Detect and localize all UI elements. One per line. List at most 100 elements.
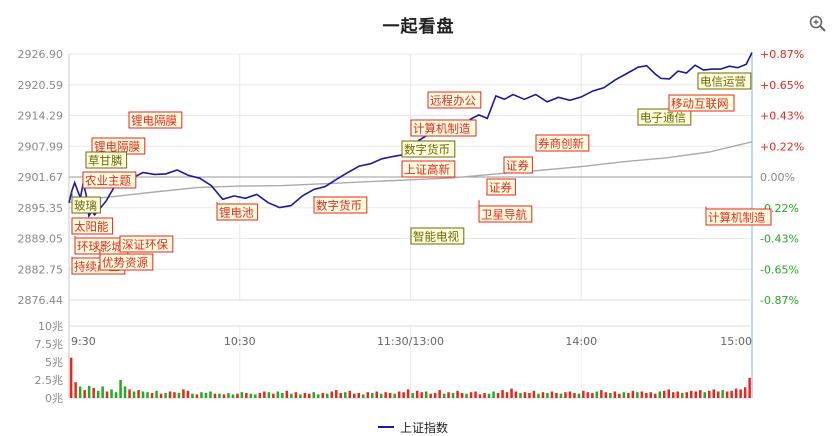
zoom-icon[interactable] xyxy=(808,14,828,34)
volume-bar xyxy=(114,392,118,398)
annotation-box[interactable] xyxy=(486,178,516,196)
volume-bar xyxy=(146,392,149,398)
volume-bar xyxy=(676,391,679,398)
volume-bar xyxy=(231,394,235,398)
annotation-label[interactable]: 券商创新 xyxy=(538,137,584,151)
annotation-box[interactable] xyxy=(401,160,456,178)
volume-bar xyxy=(550,391,554,398)
annotation-label[interactable]: 移动互联网 xyxy=(671,97,729,111)
volume-bar xyxy=(159,393,163,398)
annotation-label[interactable]: 玻璃 xyxy=(74,199,97,213)
annotation-box[interactable] xyxy=(637,108,692,126)
volume-bar xyxy=(465,393,468,398)
volume-bar xyxy=(447,392,450,398)
volume-bar xyxy=(227,393,230,398)
volume-tick-label: 10兆 xyxy=(38,320,63,333)
volume-bar xyxy=(672,392,675,398)
annotation-label[interactable]: 证券 xyxy=(506,159,529,173)
volume-bar xyxy=(721,390,724,398)
annotation-label[interactable]: 数字货币 xyxy=(316,199,362,213)
volume-bar xyxy=(272,393,275,398)
annotation-box[interactable] xyxy=(128,111,183,129)
volume-bar xyxy=(703,392,706,398)
annotation-label[interactable]: 优势资源 xyxy=(102,256,148,270)
annotation-label[interactable]: 电子通信 xyxy=(640,111,686,125)
annotation-box[interactable] xyxy=(71,217,114,235)
annotation-box[interactable] xyxy=(313,196,368,214)
annotation-label[interactable]: 锂电隔膜 xyxy=(131,114,177,128)
volume-bar xyxy=(141,391,145,398)
annotation-box[interactable] xyxy=(71,196,101,214)
volume-bar xyxy=(627,393,630,398)
annotation-label[interactable]: 农业主题 xyxy=(85,174,131,188)
annotation-label[interactable]: 锂电隔膜 xyxy=(94,140,140,154)
annotation-box[interactable] xyxy=(427,91,482,109)
annotation-box[interactable] xyxy=(410,227,465,245)
time-tick-label: 10:30 xyxy=(224,335,256,348)
percent-tick-label: +0.22% xyxy=(760,140,804,153)
volume-bar xyxy=(258,393,262,398)
volume-bar xyxy=(739,389,742,398)
volume-bar xyxy=(312,392,315,398)
annotation-box[interactable] xyxy=(535,134,590,152)
annotation-label[interactable]: 智能电视 xyxy=(413,230,459,244)
annotation-label[interactable]: 电信运营 xyxy=(700,75,746,89)
volume-bar xyxy=(505,392,509,398)
annotation-label[interactable]: 草甘膦 xyxy=(88,154,123,168)
volume-bar xyxy=(357,393,360,398)
volume-bar xyxy=(496,393,500,398)
annotation-box[interactable] xyxy=(82,171,137,189)
annotation-box[interactable] xyxy=(697,72,752,90)
annotation-box[interactable] xyxy=(216,203,259,221)
annotation-box[interactable] xyxy=(85,151,128,169)
annotation-box[interactable] xyxy=(119,235,174,253)
volume-bar xyxy=(191,393,194,398)
annotation-box[interactable] xyxy=(478,205,533,223)
volume-bar xyxy=(690,390,693,398)
volume-bar xyxy=(743,387,747,398)
annotation-label[interactable]: 计算机制造 xyxy=(413,122,471,136)
volume-bar xyxy=(604,392,608,398)
volume-bar xyxy=(384,392,387,398)
volume-bar xyxy=(645,393,648,398)
volume-bar xyxy=(348,390,351,398)
volume-bar xyxy=(123,386,127,398)
volume-bar xyxy=(717,391,720,398)
annotation-label[interactable]: 太阳能 xyxy=(74,220,109,234)
price-tick-label: 2876.44 xyxy=(18,294,64,307)
volume-bar xyxy=(415,390,419,398)
volume-bar xyxy=(101,386,104,398)
annotation-box[interactable] xyxy=(99,253,154,271)
annotation-label[interactable]: 环球影城 xyxy=(77,240,123,254)
annotation-label[interactable]: 计算机制造 xyxy=(708,211,766,225)
annotation-box[interactable] xyxy=(410,119,477,137)
annotation-label[interactable]: 数字货币 xyxy=(404,143,450,157)
annotation-box[interactable] xyxy=(705,208,772,226)
volume-bar xyxy=(379,393,383,398)
price-tick-label: 2914.29 xyxy=(18,110,64,123)
volume-bar xyxy=(456,390,459,398)
annotation-label[interactable]: 锂电池 xyxy=(219,206,254,220)
legend-swatch xyxy=(378,426,394,428)
volume-bar xyxy=(267,392,271,398)
volume-bar xyxy=(222,394,226,398)
annotation-label[interactable]: 证券 xyxy=(489,181,512,195)
volume-bar xyxy=(734,388,738,398)
annotation-label[interactable]: 远程办公 xyxy=(430,94,476,108)
annotation-label[interactable]: 深证环保 xyxy=(122,238,168,252)
volume-bar xyxy=(182,389,185,398)
price-tick-label: 2926.90 xyxy=(18,48,64,61)
annotation-label[interactable]: 上证高新 xyxy=(404,163,450,177)
chart-legend[interactable]: 上证指数 xyxy=(378,420,448,435)
annotation-box[interactable] xyxy=(401,140,456,158)
volume-bar xyxy=(294,392,298,398)
volume-bar xyxy=(613,391,617,398)
annotation-box[interactable] xyxy=(503,156,533,174)
annotation-label[interactable]: 卫星导航 xyxy=(481,208,527,222)
chart-title: 一起看盘 xyxy=(382,17,455,37)
annotation-box[interactable] xyxy=(668,94,735,112)
volume-bar xyxy=(600,390,603,398)
volume-bar xyxy=(429,393,432,398)
volume-bar xyxy=(326,393,329,398)
volume-bar xyxy=(586,392,590,398)
